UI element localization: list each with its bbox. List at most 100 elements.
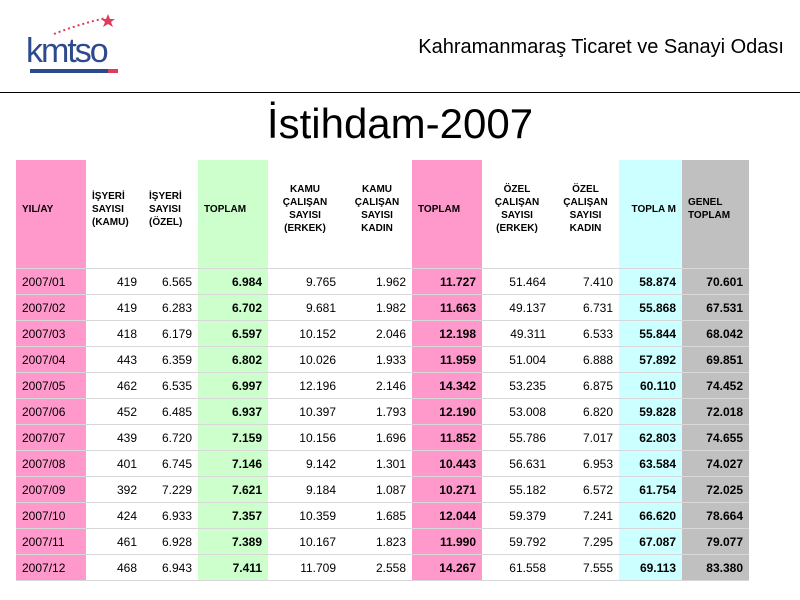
value-cell: 49.311 [482, 320, 552, 347]
value-cell: 1.696 [342, 424, 412, 451]
value-cell: 10.026 [268, 346, 342, 373]
value-cell: 6.933 [143, 502, 198, 529]
table-body: 2007/01 419 6.565 6.984 9.765 1.962 11.727 51.4… [16, 258, 749, 581]
value-cell: 6.937 [198, 398, 268, 425]
value-cell: 7.389 [198, 528, 268, 555]
value-cell: 1.823 [342, 528, 412, 555]
value-cell: 67.087 [619, 528, 682, 555]
value-cell: 51.464 [482, 268, 552, 295]
table-header-row: YIL/AY İŞYERİ SAYISI (KAMU) İŞYERİ SAYIS… [16, 160, 749, 258]
value-cell: 60.110 [619, 372, 682, 399]
value-cell: 10.167 [268, 528, 342, 555]
value-cell: 1.685 [342, 502, 412, 529]
table-row: 2007/04 443 6.359 6.802 10.026 1.933 11.959 51.… [16, 346, 749, 373]
value-cell: 7.410 [552, 268, 619, 295]
value-cell: 2.558 [342, 554, 412, 581]
value-cell: 72.025 [682, 476, 749, 503]
value-cell: 12.190 [412, 398, 482, 425]
value-cell: 419 [86, 268, 143, 295]
table-row: 2007/11 461 6.928 7.389 10.167 1.823 11.990 59.… [16, 528, 749, 555]
value-cell: 11.990 [412, 528, 482, 555]
value-cell: 392 [86, 476, 143, 503]
value-cell: 10.397 [268, 398, 342, 425]
value-cell: 58.874 [619, 268, 682, 295]
table-row: 2007/02 419 6.283 6.702 9.681 1.982 11.663 49.1… [16, 294, 749, 321]
column-header: ÖZEL ÇALIŞAN SAYISI (ERKEK) [494, 184, 540, 234]
value-cell: 10.152 [268, 320, 342, 347]
table-row: 2007/06 452 6.485 6.937 10.397 1.793 12.190 53.… [16, 398, 749, 425]
value-cell: 11.727 [412, 268, 482, 295]
period-cell: 2007/02 [16, 294, 86, 321]
value-cell: 6.702 [198, 294, 268, 321]
value-cell: 9.184 [268, 476, 342, 503]
period-cell: 2007/01 [16, 268, 86, 295]
value-cell: 11.663 [412, 294, 482, 321]
value-cell: 59.792 [482, 528, 552, 555]
value-cell: 9.765 [268, 268, 342, 295]
value-cell: 14.342 [412, 372, 482, 399]
value-cell: 14.267 [412, 554, 482, 581]
value-cell: 401 [86, 450, 143, 477]
value-cell: 11.852 [412, 424, 482, 451]
value-cell: 72.018 [682, 398, 749, 425]
value-cell: 69.113 [619, 554, 682, 581]
value-cell: 55.182 [482, 476, 552, 503]
value-cell: 1.301 [342, 450, 412, 477]
period-cell: 2007/12 [16, 554, 86, 581]
value-cell: 7.411 [198, 554, 268, 581]
period-cell: 2007/06 [16, 398, 86, 425]
value-cell: 9.681 [268, 294, 342, 321]
svg-text:kmtso: kmtso [26, 32, 108, 70]
value-cell: 462 [86, 372, 143, 399]
value-cell: 6.283 [143, 294, 198, 321]
value-cell: 7.621 [198, 476, 268, 503]
value-cell: 443 [86, 346, 143, 373]
table-row: 2007/03 418 6.179 6.597 10.152 2.046 12.198 49.… [16, 320, 749, 347]
column-header: İŞYERİ SAYISI (KAMU) [92, 190, 129, 228]
value-cell: 1.793 [342, 398, 412, 425]
value-cell: 7.146 [198, 450, 268, 477]
value-cell: 461 [86, 528, 143, 555]
column-header: İŞYERİ SAYISI (ÖZEL) [149, 190, 183, 228]
period-cell: 2007/04 [16, 346, 86, 373]
value-cell: 10.271 [412, 476, 482, 503]
value-cell: 55.844 [619, 320, 682, 347]
value-cell: 424 [86, 502, 143, 529]
value-cell: 418 [86, 320, 143, 347]
value-cell: 12.198 [412, 320, 482, 347]
column-header: KAMU ÇALIŞAN SAYISI KADIN [354, 184, 400, 234]
value-cell: 55.786 [482, 424, 552, 451]
value-cell: 6.485 [143, 398, 198, 425]
value-cell: 57.892 [619, 346, 682, 373]
value-cell: 6.820 [552, 398, 619, 425]
value-cell: 10.443 [412, 450, 482, 477]
table-row: 2007/12 468 6.943 7.411 11.709 2.558 14.267 61.… [16, 554, 749, 581]
value-cell: 6.943 [143, 554, 198, 581]
value-cell: 78.664 [682, 502, 749, 529]
value-cell: 11.709 [268, 554, 342, 581]
value-cell: 56.631 [482, 450, 552, 477]
period-cell: 2007/11 [16, 528, 86, 555]
value-cell: 11.959 [412, 346, 482, 373]
value-cell: 9.142 [268, 450, 342, 477]
value-cell: 59.379 [482, 502, 552, 529]
value-cell: 7.241 [552, 502, 619, 529]
value-cell: 6.533 [552, 320, 619, 347]
table-row: 2007/05 462 6.535 6.997 12.196 2.146 14.342 53.… [16, 372, 749, 399]
column-header: GENEL TOPLAM [682, 160, 749, 258]
value-cell: 6.875 [552, 372, 619, 399]
column-header: KAMU ÇALIŞAN SAYISI (ERKEK) [282, 184, 328, 234]
value-cell: 1.982 [342, 294, 412, 321]
value-cell: 6.597 [198, 320, 268, 347]
value-cell: 6.731 [552, 294, 619, 321]
value-cell: 7.159 [198, 424, 268, 451]
value-cell: 1.933 [342, 346, 412, 373]
value-cell: 12.196 [268, 372, 342, 399]
value-cell: 2.146 [342, 372, 412, 399]
column-header: TOPLAM [198, 160, 268, 258]
value-cell: 7.295 [552, 528, 619, 555]
value-cell: 74.452 [682, 372, 749, 399]
period-cell: 2007/08 [16, 450, 86, 477]
kmtso-logo: kmtso [24, 14, 124, 80]
value-cell: 6.359 [143, 346, 198, 373]
